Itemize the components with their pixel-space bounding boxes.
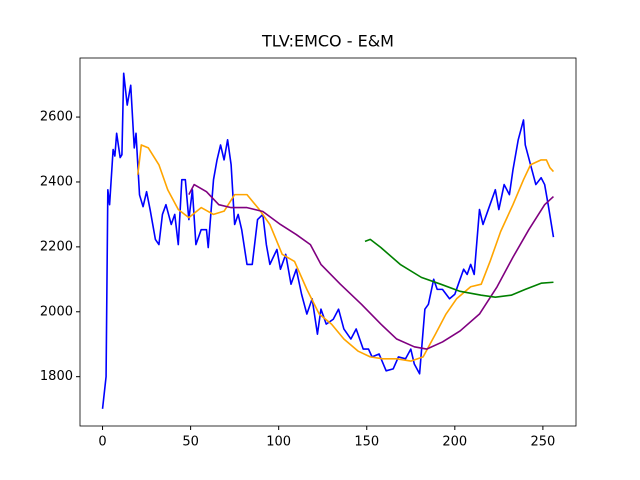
x-tick-label: 0 xyxy=(98,435,106,450)
x-tick-label: 50 xyxy=(182,435,199,450)
x-tick-label: 150 xyxy=(354,435,379,450)
chart-title: TLV:EMCO - E&M xyxy=(261,32,394,51)
y-tick-label: 2400 xyxy=(40,174,73,189)
y-tick-label: 1800 xyxy=(40,369,73,384)
y-tick-label: 2600 xyxy=(40,110,73,125)
y-tick-label: 2000 xyxy=(40,304,73,319)
x-tick-label: 100 xyxy=(266,435,291,450)
x-tick-label: 250 xyxy=(530,435,555,450)
series-line xyxy=(101,72,555,409)
series-line xyxy=(188,183,554,350)
series-line xyxy=(364,238,554,298)
series-line xyxy=(136,144,555,362)
x-tick-label: 200 xyxy=(442,435,467,450)
plot-frame xyxy=(79,57,577,427)
y-tick-label: 2200 xyxy=(40,239,73,254)
